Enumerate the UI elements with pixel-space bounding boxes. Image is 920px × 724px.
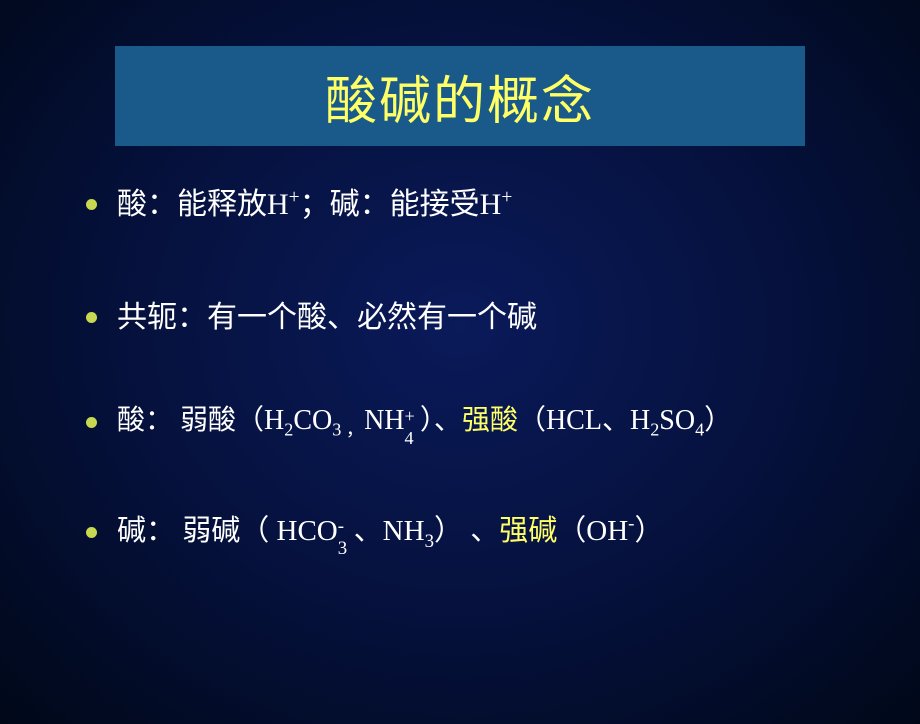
highlight-text: 强碱 (499, 515, 557, 547)
text-frag: ） (704, 405, 732, 436)
slide-title: 酸碱的概念 (325, 59, 595, 134)
bullet-dot-icon (86, 199, 97, 210)
text-frag: 共轭：有一个酸、必然有一个碱 (117, 301, 537, 334)
bullet-item-3: 酸： 弱酸（H2CO3 ，NH4+）、强酸（HCL、H2SO4） (86, 400, 880, 442)
text-frag: ）、 (420, 405, 462, 436)
bullet-text: 酸： 弱酸（H2CO3 ，NH4+）、强酸（HCL、H2SO4） (117, 400, 880, 442)
text-frag: CO (293, 405, 332, 436)
subscript: 2 (650, 420, 659, 440)
bullet-text: 碱： 弱碱（ HCO-3、NH3） 、强碱（OH-） (117, 510, 880, 554)
subscript: 3 (425, 531, 434, 552)
superscript: + (289, 187, 300, 208)
text-frag: NH (364, 405, 404, 436)
bullet-dot-icon (86, 417, 97, 428)
bullet-item-2: 共轭：有一个酸、必然有一个碱 (86, 295, 880, 340)
subscript: 3 ， (332, 420, 364, 440)
bullet-dot-icon (86, 527, 97, 538)
bullet-dot-icon (86, 312, 97, 323)
highlight-text: 强酸 (462, 405, 518, 436)
text-frag: （HCL、H (518, 405, 650, 436)
bullet-text: 酸：能释放H+；碱：能接受H+ (117, 182, 880, 227)
subscript: 4 (695, 420, 704, 440)
bullet-item-4: 碱： 弱碱（ HCO-3、NH3） 、强碱（OH-） (86, 510, 880, 554)
text-frag: ；碱：能接受H (300, 188, 502, 221)
text-frag: 酸： 弱酸（H (117, 405, 284, 436)
bullet-item-1: 酸：能释放H+；碱：能接受H+ (86, 182, 880, 227)
text-frag: ） (634, 515, 663, 547)
text-frag: ） 、 (434, 515, 499, 547)
title-box: 酸碱的概念 (115, 46, 805, 146)
bullet-text: 共轭：有一个酸、必然有一个碱 (117, 295, 880, 340)
text-frag: 碱： 弱碱（ HCO (117, 515, 338, 547)
text-frag: SO (659, 405, 695, 436)
subscript: 2 (284, 420, 293, 440)
superscript: + (501, 187, 512, 208)
text-frag: 、NH (354, 515, 425, 547)
text-frag: 酸：能释放H (117, 188, 289, 221)
text-frag: （OH (557, 515, 628, 547)
slide-content: 酸：能释放H+；碱：能接受H+ 共轭：有一个酸、必然有一个碱 酸： 弱酸（H2C… (0, 182, 920, 554)
